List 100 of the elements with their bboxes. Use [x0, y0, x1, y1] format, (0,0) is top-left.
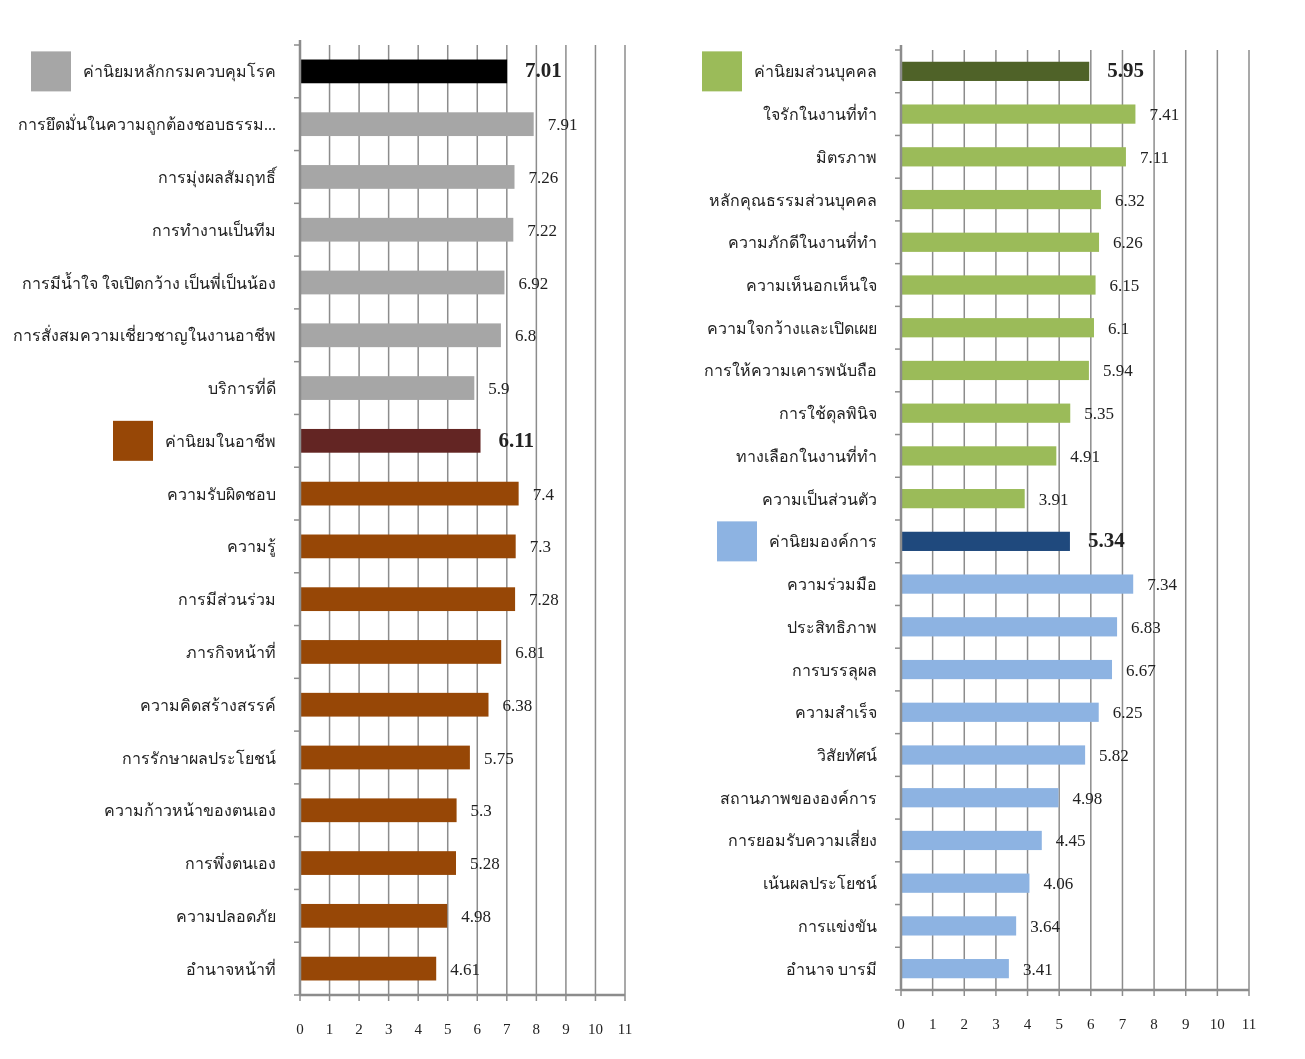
y-tick-label: วิสัยทัศน์: [817, 746, 877, 764]
y-tick-label: การให้ความเคารพนับถือ: [704, 361, 877, 380]
x-tick-label: 7: [1118, 1016, 1127, 1032]
bar: [300, 692, 489, 717]
data-label: 7.11: [1139, 147, 1170, 167]
data-label: 4.61: [450, 959, 480, 979]
x-tick-label: 7: [503, 1021, 512, 1037]
y-tick-label: การทำงานเป็นทีม: [152, 219, 276, 239]
bar: [901, 916, 1017, 936]
data-label: 7.3: [529, 537, 551, 557]
x-tick-label: 10: [1209, 1016, 1225, 1032]
data-label: 5.28: [470, 854, 500, 874]
bar: [300, 217, 514, 242]
y-tick-label: ค่านิยมองค์การ: [769, 532, 877, 551]
bar: [300, 640, 502, 664]
data-label: 6.83: [1131, 617, 1161, 637]
y-tick-label: การยอมรับความเสี่ยง: [728, 829, 877, 850]
y-tick-label: ความรับผิดชอบ: [167, 485, 276, 503]
x-tick-label: 9: [562, 1021, 570, 1037]
data-label: 7.41: [1149, 105, 1180, 125]
bar: [300, 112, 534, 137]
y-tick-label: ค่านิยมหลักกรมควบคุมโรค: [83, 62, 276, 83]
x-tick-label: 11: [617, 1021, 633, 1037]
y-tick-label: ความปลอดภัย: [176, 907, 276, 925]
data-label: 5.95: [1107, 58, 1144, 83]
data-label: 6.1: [1107, 318, 1130, 338]
x-tick-label: 1: [325, 1021, 334, 1037]
data-label: 3.41: [1022, 959, 1053, 979]
bar: [901, 531, 1070, 551]
bar: [300, 59, 508, 84]
x-tick-label: 9: [1181, 1016, 1190, 1032]
y-tick-label: ภารกิจหน้าที่: [186, 640, 276, 661]
data-label: 6.25: [1112, 703, 1143, 723]
bar: [901, 360, 1089, 381]
y-tick-label: ความคิดสร้างสรรค์: [140, 695, 276, 714]
bar: [901, 446, 1057, 466]
data-label: 3.64: [1030, 916, 1061, 936]
y-tick-label: ความสำเร็จ: [795, 702, 877, 722]
data-label: 6.26: [1113, 233, 1143, 253]
data-label: 4.45: [1055, 831, 1086, 851]
y-tick-label: ความก้าวหน้าของตนเอง: [104, 802, 276, 820]
data-label: 5.94: [1102, 361, 1134, 381]
data-label: 6.38: [502, 695, 533, 715]
data-label: 6.15: [1109, 276, 1140, 295]
bar: [300, 798, 457, 823]
bar: [300, 903, 448, 928]
y-tick-label: ค่านิยมในอาชีพ: [165, 431, 276, 450]
y-tick-label: ค่านิยมส่วนบุคคล: [754, 63, 877, 83]
y-tick-label: มิตรภาพ: [816, 148, 877, 166]
x-tick-label: 2: [960, 1016, 969, 1032]
bar: [300, 428, 481, 453]
bar: [300, 851, 456, 875]
data-label: 6.11: [498, 427, 535, 452]
y-tick-label: การมุ่งผลสัมฤทธิ์: [158, 165, 278, 188]
data-label: 7.91: [547, 115, 578, 135]
bar: [901, 959, 1009, 979]
y-tick-label: การพึ่งตนเอง: [185, 852, 276, 873]
data-label: 5.82: [1099, 746, 1129, 765]
bar: [901, 61, 1090, 81]
y-tick-label: การมีส่วนร่วม: [178, 591, 276, 609]
data-label: 7.22: [527, 220, 558, 240]
bar: [901, 318, 1094, 338]
data-label: 6.8: [514, 326, 537, 346]
bar: [300, 165, 515, 189]
data-label: 3.91: [1038, 489, 1069, 509]
bar: [300, 270, 505, 295]
y-tick-label: สถานภาพขององค์การ: [720, 788, 877, 807]
y-tick-label: การยึดมั่นในความถูกต้องชอบธรรม...: [18, 113, 276, 136]
x-tick-label: 2: [355, 1021, 363, 1037]
bar: [901, 745, 1086, 765]
y-tick-label: ความใจกว้างและเปิดเผย: [707, 318, 877, 337]
y-tick-label: ความเป็นส่วนตัว: [762, 488, 877, 508]
data-label: 6.81: [515, 642, 545, 662]
data-label: 4.98: [461, 906, 491, 926]
bar: [300, 956, 437, 981]
data-label: 7.28: [529, 590, 559, 610]
data-label: 4.91: [1070, 446, 1101, 466]
x-tick-label: 4: [414, 1021, 423, 1037]
bar: [901, 403, 1071, 423]
y-tick-label: อำนาจ บารมี: [786, 960, 877, 978]
bar: [300, 534, 516, 559]
data-label: 6.67: [1126, 660, 1157, 680]
x-tick-label: 8: [532, 1021, 541, 1037]
y-tick-label: ทางเลือกในงานที่ทำ: [736, 444, 877, 465]
x-tick-label: 10: [587, 1021, 603, 1037]
y-tick-label: ความรู้: [227, 538, 276, 558]
x-tick-label: 1: [928, 1016, 937, 1032]
y-tick-label: การใช้ดุลพินิจ: [779, 404, 877, 425]
data-label: 5.3: [470, 801, 492, 821]
y-tick-label: การรักษาผลประโยชน์: [122, 748, 276, 767]
data-label: 7.26: [528, 167, 559, 187]
bar: [901, 189, 1101, 210]
data-label: 5.75: [483, 748, 514, 768]
x-tick-label: 0: [897, 1016, 905, 1032]
data-label: 4.98: [1072, 788, 1103, 808]
x-tick-label: 8: [1150, 1016, 1158, 1032]
y-tick-label: การแข่งขัน: [798, 917, 877, 935]
bar: [300, 587, 516, 612]
data-label: 7.4: [532, 484, 555, 504]
bar: [901, 873, 1030, 893]
